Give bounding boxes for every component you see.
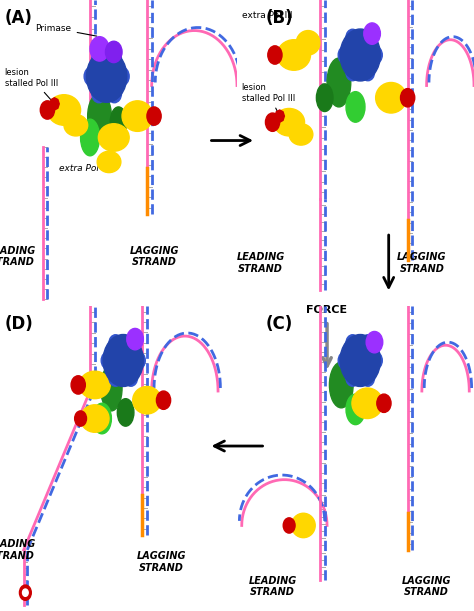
Circle shape xyxy=(132,352,145,369)
Ellipse shape xyxy=(327,58,351,107)
Circle shape xyxy=(346,29,359,46)
Circle shape xyxy=(346,369,359,386)
Ellipse shape xyxy=(80,371,110,399)
Circle shape xyxy=(92,84,106,103)
Circle shape xyxy=(86,51,127,102)
Text: (D): (D) xyxy=(5,315,34,332)
Text: LAGGING
STRAND: LAGGING STRAND xyxy=(129,246,179,268)
Ellipse shape xyxy=(346,394,365,425)
Ellipse shape xyxy=(289,123,313,145)
Circle shape xyxy=(147,107,161,125)
Ellipse shape xyxy=(64,115,88,136)
Circle shape xyxy=(283,518,295,533)
Circle shape xyxy=(115,67,129,86)
Ellipse shape xyxy=(97,151,121,172)
Text: LEADING
STRAND: LEADING STRAND xyxy=(0,246,36,268)
Ellipse shape xyxy=(296,31,320,55)
Text: extra Pol III: extra Pol III xyxy=(242,12,292,20)
Circle shape xyxy=(346,64,359,81)
Circle shape xyxy=(75,411,86,426)
Circle shape xyxy=(124,335,137,352)
Text: LAGGING
STRAND: LAGGING STRAND xyxy=(402,576,451,598)
Circle shape xyxy=(268,46,282,64)
Text: LEADING
STRAND: LEADING STRAND xyxy=(0,539,36,561)
Circle shape xyxy=(40,101,55,119)
Circle shape xyxy=(366,331,383,353)
Text: extra Pol III: extra Pol III xyxy=(59,164,110,173)
Circle shape xyxy=(369,352,382,369)
Ellipse shape xyxy=(92,403,111,434)
Circle shape xyxy=(71,376,85,394)
Circle shape xyxy=(346,335,359,352)
Circle shape xyxy=(364,23,380,45)
Text: LAGGING
STRAND: LAGGING STRAND xyxy=(397,252,447,274)
Ellipse shape xyxy=(47,95,81,125)
Circle shape xyxy=(101,352,115,369)
Text: Primase: Primase xyxy=(36,24,97,36)
Circle shape xyxy=(361,335,374,352)
Text: (B): (B) xyxy=(265,9,293,27)
Ellipse shape xyxy=(122,101,153,131)
Circle shape xyxy=(90,37,109,61)
Ellipse shape xyxy=(100,365,122,411)
Circle shape xyxy=(340,335,380,387)
Circle shape xyxy=(107,84,121,103)
Circle shape xyxy=(22,589,28,596)
Ellipse shape xyxy=(346,92,365,122)
Text: FORCE: FORCE xyxy=(307,305,347,315)
Circle shape xyxy=(127,329,143,349)
Circle shape xyxy=(361,369,374,386)
Circle shape xyxy=(156,391,171,409)
Ellipse shape xyxy=(352,388,383,419)
Circle shape xyxy=(340,29,380,81)
Text: LEADING
STRAND: LEADING STRAND xyxy=(237,252,285,274)
Ellipse shape xyxy=(110,107,127,137)
Ellipse shape xyxy=(274,109,304,136)
Text: (C): (C) xyxy=(265,315,292,332)
Ellipse shape xyxy=(81,404,109,433)
Circle shape xyxy=(124,369,137,386)
Circle shape xyxy=(338,46,352,64)
Text: (A): (A) xyxy=(5,9,33,27)
Ellipse shape xyxy=(329,362,353,408)
Ellipse shape xyxy=(98,123,129,152)
Circle shape xyxy=(361,29,374,46)
Text: lesion
stalled Pol III: lesion stalled Pol III xyxy=(5,68,58,102)
Ellipse shape xyxy=(292,513,315,538)
Text: lesion
stalled Pol III: lesion stalled Pol III xyxy=(242,84,295,114)
Ellipse shape xyxy=(117,398,134,426)
Circle shape xyxy=(109,369,122,386)
Circle shape xyxy=(401,89,415,107)
Circle shape xyxy=(377,394,391,412)
Circle shape xyxy=(107,50,121,68)
Circle shape xyxy=(338,352,352,369)
Circle shape xyxy=(92,50,106,68)
Circle shape xyxy=(109,335,122,352)
Text: LEADING
STRAND: LEADING STRAND xyxy=(248,576,297,598)
Text: LAGGING
STRAND: LAGGING STRAND xyxy=(137,551,186,573)
Circle shape xyxy=(84,67,99,86)
Circle shape xyxy=(105,41,122,62)
Circle shape xyxy=(361,64,374,81)
Ellipse shape xyxy=(375,82,407,113)
Circle shape xyxy=(19,585,31,600)
Ellipse shape xyxy=(133,386,161,414)
Circle shape xyxy=(265,113,280,131)
Ellipse shape xyxy=(277,40,310,70)
Circle shape xyxy=(369,46,382,64)
Ellipse shape xyxy=(81,119,100,156)
Circle shape xyxy=(103,335,143,387)
Ellipse shape xyxy=(88,93,111,139)
Ellipse shape xyxy=(316,84,333,111)
